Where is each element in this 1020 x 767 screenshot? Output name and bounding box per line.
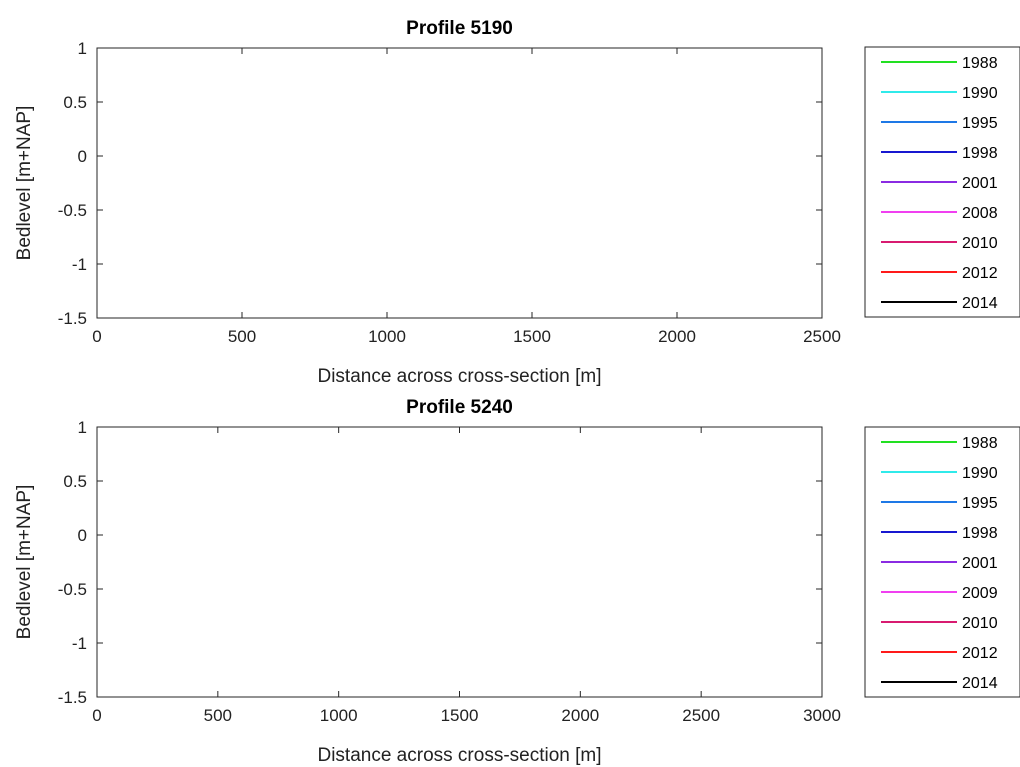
x-tick-label: 0 [92,706,101,725]
x-tick-label: 500 [228,327,256,346]
y-tick-label: 0.5 [63,472,87,491]
legend-label-2009: 2009 [962,585,998,602]
y-tick-label: 1 [78,39,87,58]
x-tick-label: 0 [92,327,101,346]
legend-label-1988: 1988 [962,55,998,72]
y-axis-label: Bedlevel [m+NAP] [14,106,35,261]
x-tick-label: 2000 [561,706,599,725]
legend: 1988 1990 1995 1998 2001 2008 2010 2012 2014 [864,46,1020,318]
legend-label-1995: 1995 [962,115,998,132]
chart-2: 0 500 1000 1500 2000 2500 3000 -1.5 -1 -0.5 0 0.5 1 P… [14,397,1020,766]
y-axis-label: Bedlevel [m+NAP] [14,485,35,640]
y-tick-label: -1 [72,255,87,274]
x-tick-label: 2500 [682,706,720,725]
legend-label-1998: 1998 [962,525,998,542]
legend-label-2010: 2010 [962,235,998,252]
legend: 1988 1990 1995 1998 2001 2009 2010 2012 2014 [864,426,1020,698]
plot-frame [96,426,823,698]
y-tick-label: 0 [78,526,87,545]
legend-label-2012: 2012 [962,265,998,282]
x-tick-label: 500 [204,706,232,725]
x-tick-label: 3000 [803,706,841,725]
legend-label-1995: 1995 [962,495,998,512]
x-tick-label: 2000 [658,327,696,346]
legend-label-2001: 2001 [962,555,998,572]
y-tick-label: 0 [78,147,87,166]
y-tick-label: -1 [72,634,87,653]
x-tick-label: 1500 [441,706,479,725]
x-axis-label: Distance across cross-section [m] [317,745,601,766]
chart-1: 0 500 1000 1500 2000 2500 -1.5 -1 -0.5 0 0.5 1 Profi… [14,18,1020,387]
x-tick-label: 2500 [803,327,841,346]
legend-label-2001: 2001 [962,175,998,192]
chart-title: Profile 5190 [406,18,513,39]
y-tick-label: 0.5 [63,93,87,112]
y-tick-label: -0.5 [58,580,87,599]
plot-frame [96,47,823,319]
legend-label-2012: 2012 [962,645,998,662]
x-tick-label: 1500 [513,327,551,346]
legend-label-1998: 1998 [962,145,998,162]
legend-label-2010: 2010 [962,615,998,632]
y-tick-label: -1.5 [58,309,87,328]
legend-label-2014: 2014 [962,675,998,692]
legend-label-2008: 2008 [962,205,998,222]
x-axis-label: Distance across cross-section [m] [317,366,601,387]
x-tick-label: 1000 [368,327,406,346]
legend-label-1990: 1990 [962,85,998,102]
y-tick-label: -1.5 [58,688,87,707]
chart-title: Profile 5240 [406,397,513,418]
y-tick-label: -0.5 [58,201,87,220]
legend-label-1988: 1988 [962,435,998,452]
x-tick-label: 1000 [320,706,358,725]
legend-label-2014: 2014 [962,295,998,312]
legend-label-1990: 1990 [962,465,998,482]
y-tick-label: 1 [78,418,87,437]
